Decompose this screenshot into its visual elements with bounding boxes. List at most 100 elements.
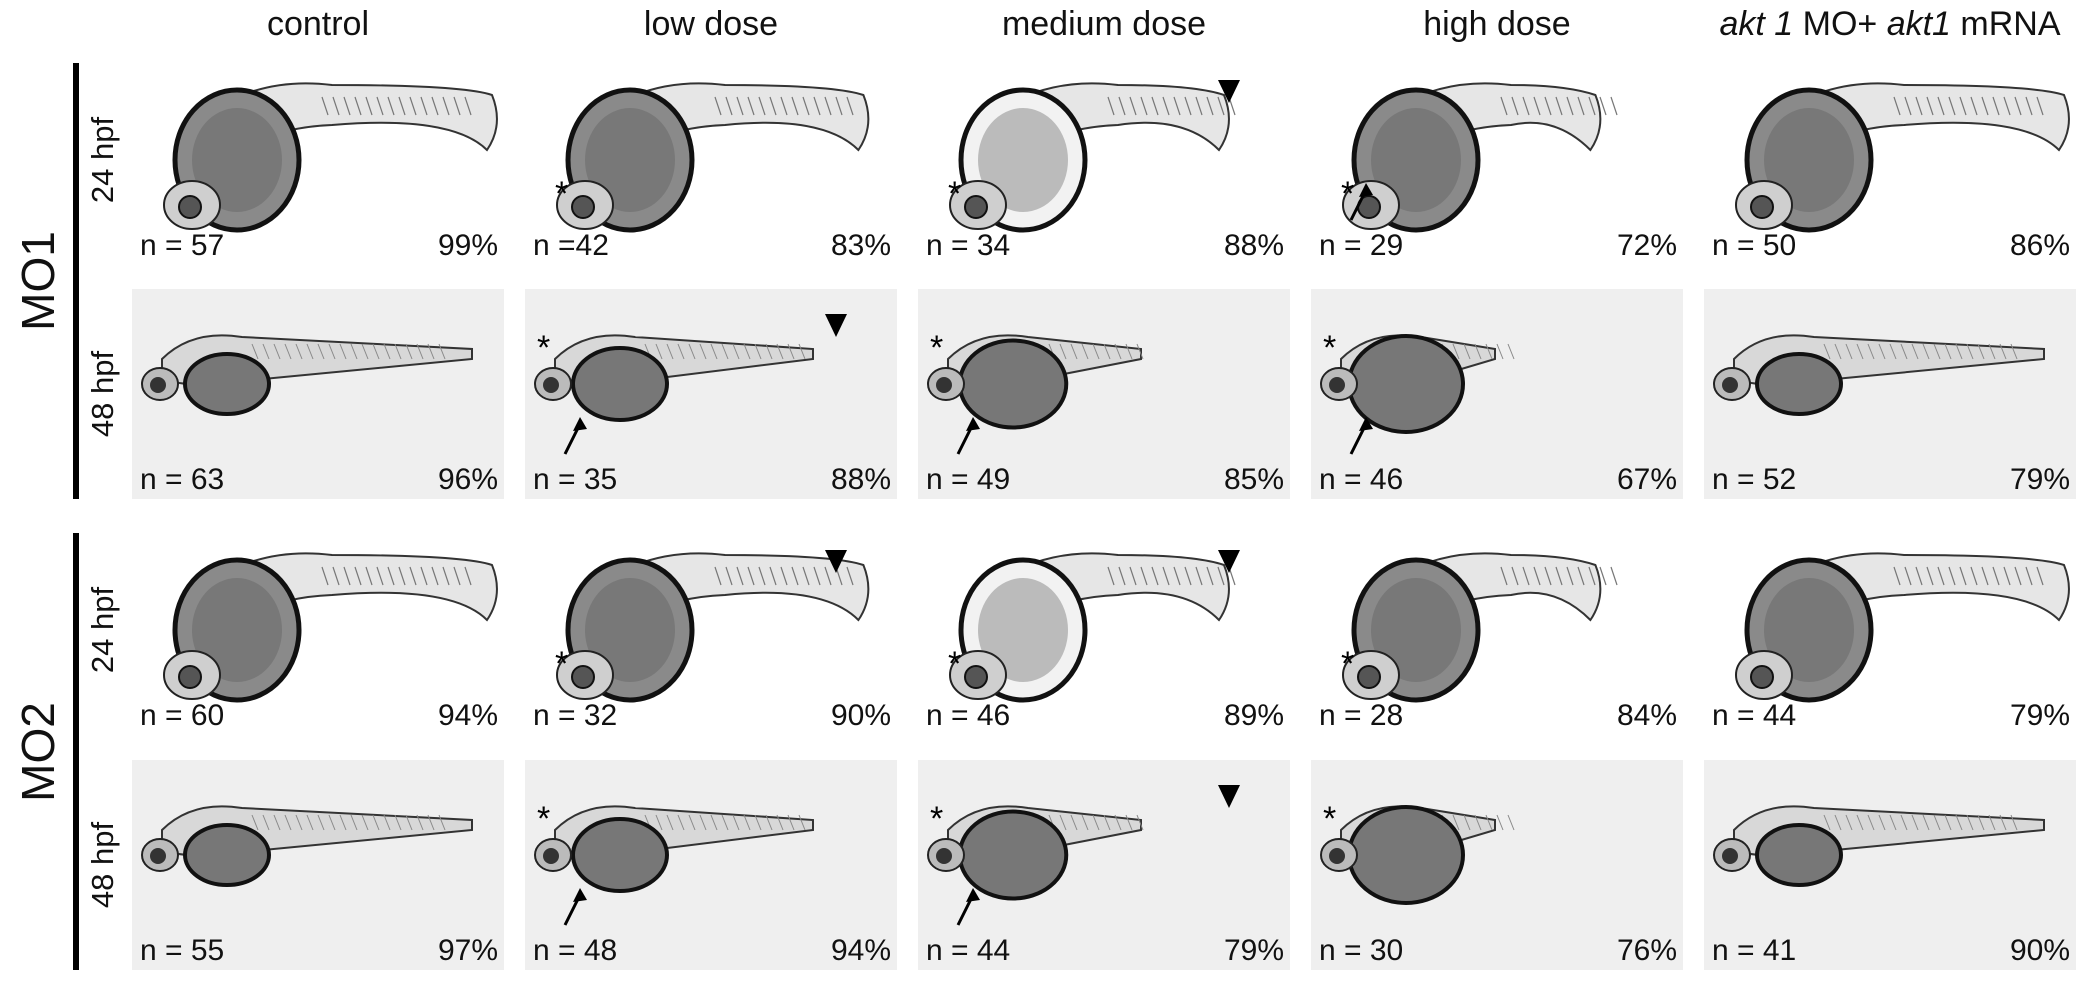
sample-count: n = 34 <box>926 229 1011 262</box>
row-label: 24 hpf <box>85 586 120 674</box>
row-label: 48 hpf <box>85 821 120 909</box>
asterisk-mark: * <box>930 329 943 367</box>
phenotype-percentage: 67% <box>1616 463 1677 496</box>
column-header: medium dose <box>1001 5 1207 43</box>
phenotype-percentage: 90% <box>830 699 891 732</box>
sample-count: n = 44 <box>926 934 1011 967</box>
phenotype-percentage: 96% <box>437 463 498 496</box>
embryo-24hpf <box>1735 552 2070 703</box>
column-header: akt 1 MO+ akt1 mRNA <box>1704 2 2076 52</box>
phenotype-percentage: 79% <box>2009 463 2070 496</box>
embryo-48hpf <box>534 805 814 893</box>
arrow-mark <box>563 417 587 455</box>
column-header: high dose <box>1423 5 1571 43</box>
arrow-mark <box>956 888 980 926</box>
asterisk-mark: * <box>555 175 568 213</box>
column-header-part: akt1 <box>1886 5 1951 43</box>
sample-count: n = 55 <box>140 934 225 967</box>
embryo-panel: * n = 44 79% <box>918 760 1290 970</box>
column-header-part: MO+ <box>1793 5 1887 43</box>
embryo-image: * <box>1341 552 1618 703</box>
phenotype-percentage: 88% <box>830 463 891 496</box>
embryo-image: * <box>555 550 870 703</box>
asterisk-mark: * <box>1323 800 1336 838</box>
arrow-mark <box>563 888 587 926</box>
sample-count: n = 30 <box>1319 934 1404 967</box>
embryo-24hpf <box>163 552 498 703</box>
embryo-48hpf <box>1320 334 1515 434</box>
embryo-image: * <box>1320 800 1515 905</box>
embryo-48hpf <box>1713 805 2045 887</box>
arrow-mark <box>956 417 980 455</box>
arrowhead-mark <box>1218 785 1240 808</box>
embryo-24hpf <box>556 82 870 233</box>
group-divider <box>73 63 79 499</box>
arrow-mark <box>1349 183 1373 221</box>
column-header-part: akt 1 <box>1719 5 1794 43</box>
embryo-panel: * n = 49 85% <box>918 289 1290 499</box>
embryo-panel: n = 63 96% <box>132 289 504 499</box>
embryo-48hpf <box>1320 805 1515 905</box>
phenotype-percentage: 76% <box>1616 934 1677 967</box>
sample-count: n = 46 <box>926 699 1011 732</box>
embryo-24hpf <box>949 82 1236 233</box>
embryo-24hpf <box>556 552 870 703</box>
embryo-panel: n = 57 99% <box>132 55 504 265</box>
embryo-panel: * n = 46 67% <box>1311 289 1683 499</box>
asterisk-mark: * <box>948 175 961 213</box>
embryo-panel: n = 44 79% <box>1704 525 2076 735</box>
embryo-image: * <box>927 785 1240 926</box>
row-label: 24 hpf <box>85 116 120 204</box>
embryo-panel: * n = 35 88% <box>525 289 897 499</box>
column-header: low dose <box>643 5 779 43</box>
embryo-24hpf <box>949 552 1236 703</box>
embryo-image: * <box>948 550 1240 703</box>
arrow-mark <box>1349 417 1373 455</box>
embryo-panel: n = 60 94% <box>132 525 504 735</box>
sample-count: n = 41 <box>1712 934 1797 967</box>
embryo-24hpf <box>1342 552 1618 703</box>
embryo-image: * <box>555 82 870 233</box>
embryo-48hpf <box>534 334 814 422</box>
embryo-24hpf <box>163 82 498 233</box>
embryo-image <box>1713 805 2045 887</box>
asterisk-mark: * <box>1341 645 1354 683</box>
embryo-panel: n = 52 79% <box>1704 289 2076 499</box>
embryo-image: * <box>927 329 1144 455</box>
sample-count: n = 49 <box>926 463 1011 496</box>
embryo-image <box>141 805 473 887</box>
embryo-panel: * n = 34 88% <box>918 55 1290 265</box>
asterisk-mark: * <box>537 800 550 838</box>
embryo-image <box>141 334 473 416</box>
embryo-image: * <box>1341 82 1618 233</box>
embryo-48hpf <box>141 334 473 416</box>
embryo-24hpf <box>1735 82 2070 233</box>
sample-count: n = 46 <box>1319 463 1404 496</box>
phenotype-percentage: 85% <box>1223 463 1284 496</box>
sample-count: n = 48 <box>533 934 618 967</box>
embryo-panel: * n = 28 84% <box>1311 525 1683 735</box>
column-header: control <box>266 5 370 43</box>
phenotype-percentage: 72% <box>1616 229 1677 262</box>
phenotype-percentage: 83% <box>830 229 891 262</box>
group-divider <box>73 533 79 970</box>
embryo-panel: * n = 30 76% <box>1311 760 1683 970</box>
arrowhead-mark <box>825 550 847 573</box>
embryo-panel: n = 55 97% <box>132 760 504 970</box>
asterisk-mark: * <box>537 329 550 367</box>
sample-count: n = 28 <box>1319 699 1404 732</box>
arrowhead-mark <box>1218 80 1240 103</box>
embryo-48hpf <box>927 805 1144 901</box>
phenotype-percentage: 99% <box>437 229 498 262</box>
sample-count: n = 44 <box>1712 699 1797 732</box>
column-header-part: mRNA <box>1950 5 2061 43</box>
embryo-panel: * n = 48 94% <box>525 760 897 970</box>
embryo-image <box>1735 82 2070 233</box>
embryo-48hpf <box>141 805 473 887</box>
sample-count: n = 32 <box>533 699 618 732</box>
embryo-48hpf <box>1713 334 2045 416</box>
phenotype-percentage: 94% <box>437 699 498 732</box>
phenotype-percentage: 79% <box>2009 699 2070 732</box>
embryo-image <box>1735 552 2070 703</box>
phenotype-percentage: 90% <box>2009 934 2070 967</box>
